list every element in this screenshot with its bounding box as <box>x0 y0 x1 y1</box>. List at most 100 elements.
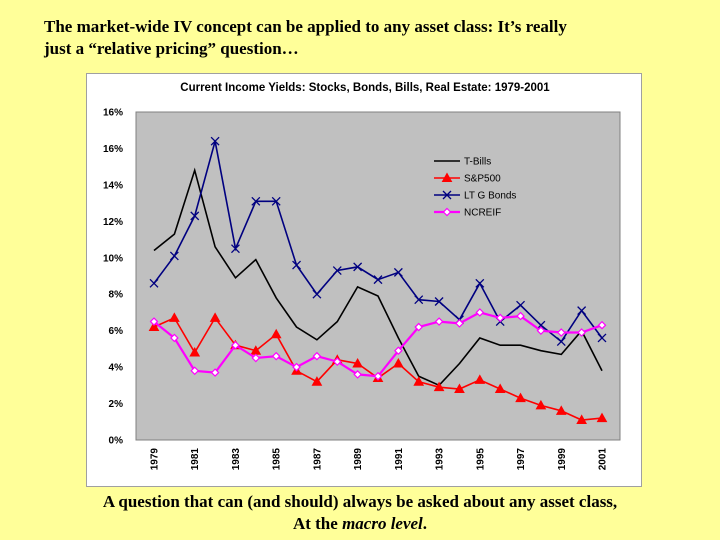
data-point-ncreif <box>577 328 586 337</box>
footer-line-2: At the macro level. <box>40 513 680 535</box>
data-point-sp500 <box>209 312 221 322</box>
data-point-sp500 <box>189 347 201 357</box>
y-tick-label: 14% <box>103 180 123 191</box>
x-tick-label: 1999 <box>557 448 568 471</box>
data-point-sp500 <box>515 392 526 403</box>
data-point-sp500 <box>148 321 160 332</box>
data-point-ncreif <box>292 362 301 372</box>
legend-item-t-bills: T-Bills <box>434 157 491 168</box>
series-layer <box>148 136 608 424</box>
x-tick-label: 1983 <box>231 448 242 471</box>
line-chart: Current Income Yields: Stocks, Bonds, Bi… <box>103 82 621 471</box>
y-tick-label: 16% <box>103 108 123 119</box>
y-tick-label: 0% <box>109 436 124 447</box>
data-point-lt-g-bonds <box>312 289 322 299</box>
data-point-lt-g-bonds <box>393 267 403 277</box>
x-tick-label: 1993 <box>435 448 446 471</box>
legend: T-Bills S&P500 LT G Bonds NCREIF <box>434 157 516 219</box>
slide-title-line-2: just a “relative pricing” question… <box>44 39 299 58</box>
x-tick-label: 1991 <box>394 448 405 471</box>
legend-marker-sp500 <box>441 172 453 182</box>
slide-footer: A question that can (and should) always … <box>40 491 680 535</box>
y-tick-label: 4% <box>109 363 124 374</box>
data-point-sp500 <box>576 414 587 424</box>
slide-title-line-1: The market-wide IV concept can be applie… <box>44 17 567 36</box>
x-tick-label: 1985 <box>272 448 283 471</box>
x-tick-label: 1989 <box>353 448 364 471</box>
data-point-sp500 <box>596 412 608 423</box>
y-tick-label: 16% <box>103 144 123 155</box>
legend-marker-ncreif <box>442 207 452 217</box>
legend-item-ncreif: NCREIF <box>434 208 501 219</box>
data-point-ncreif <box>312 351 322 361</box>
data-point-sp500 <box>270 328 282 339</box>
x-tick-label: 1995 <box>475 448 486 471</box>
footer-line-2-prefix: At the <box>292 514 343 533</box>
data-point-sp500 <box>393 357 404 368</box>
data-point-ncreif <box>353 370 362 379</box>
legend-label: NCREIF <box>464 208 501 219</box>
data-point-lt-g-bonds <box>292 260 302 270</box>
chart-container: Current Income Yields: Stocks, Bonds, Bi… <box>86 73 642 487</box>
data-point-lt-g-bonds <box>210 136 220 146</box>
x-tick-label: 1979 <box>150 448 161 471</box>
footer-line-2-emphasis: macro level <box>342 514 423 533</box>
data-point-sp500 <box>352 357 363 368</box>
y-tick-label: 8% <box>109 290 124 301</box>
data-point-lt-g-bonds <box>475 278 485 288</box>
legend-label: T-Bills <box>464 157 491 168</box>
data-point-ncreif <box>210 368 220 377</box>
footer-line-2-suffix: . <box>422 514 428 533</box>
y-axis-tick-labels: 0% 2% 4% 6% 8% 10% 12% 14% 16% 16% <box>103 108 123 447</box>
chart-title: Current Income Yields: Stocks, Bonds, Bi… <box>180 82 550 94</box>
data-point-lt-g-bonds <box>556 337 566 347</box>
data-point-lt-g-bonds <box>251 196 261 206</box>
data-point-lt-g-bonds <box>577 306 587 316</box>
data-point-ncreif <box>231 340 240 350</box>
legend-label: LT G Bonds <box>464 191 516 202</box>
data-point-sp500 <box>474 374 486 384</box>
series-t-bills <box>153 167 603 387</box>
data-point-ncreif <box>516 311 525 321</box>
data-point-lt-g-bonds <box>271 196 281 206</box>
y-tick-label: 6% <box>109 326 124 337</box>
data-point-ncreif <box>475 308 485 317</box>
data-point-sp500 <box>454 383 465 393</box>
data-point-ncreif <box>332 357 342 366</box>
y-tick-label: 10% <box>103 253 123 264</box>
data-point-lt-g-bonds <box>414 295 424 305</box>
slide-title: The market-wide IV concept can be applie… <box>44 16 694 60</box>
data-point-ncreif <box>394 346 403 356</box>
data-point-lt-g-bonds <box>332 266 342 275</box>
data-point-lt-g-bonds <box>169 251 179 261</box>
data-point-sp500 <box>535 399 547 410</box>
series-line-t-bills <box>153 167 603 387</box>
data-point-sp500 <box>433 381 445 392</box>
data-point-lt-g-bonds <box>434 297 444 306</box>
legend-item-sp500: S&P500 <box>434 172 501 185</box>
data-point-sp500 <box>169 312 180 322</box>
x-tick-label: 1987 <box>312 448 323 471</box>
data-point-ncreif <box>149 317 159 326</box>
x-tick-label: 1997 <box>516 448 527 471</box>
data-point-ncreif <box>434 317 444 326</box>
data-point-ncreif <box>414 322 424 332</box>
legend-item-lt-g-bonds: LT G Bonds <box>434 191 516 202</box>
y-tick-label: 12% <box>103 217 123 228</box>
data-point-ncreif <box>190 366 200 376</box>
data-point-ncreif <box>271 351 281 361</box>
data-point-lt-g-bonds <box>353 262 363 272</box>
legend-marker-lt-g-bonds <box>442 190 452 200</box>
data-point-ncreif <box>373 371 383 381</box>
data-point-sp500 <box>413 376 425 386</box>
data-point-ncreif <box>495 313 505 323</box>
y-tick-label: 2% <box>109 399 124 410</box>
data-point-lt-g-bonds <box>190 211 200 221</box>
data-point-ncreif <box>556 328 566 337</box>
data-point-ncreif <box>536 326 546 336</box>
data-point-ncreif <box>251 353 261 363</box>
data-point-sp500 <box>555 405 567 415</box>
data-point-lt-g-bonds <box>230 244 240 254</box>
series-ncreif <box>149 308 607 381</box>
data-point-ncreif <box>455 319 464 328</box>
